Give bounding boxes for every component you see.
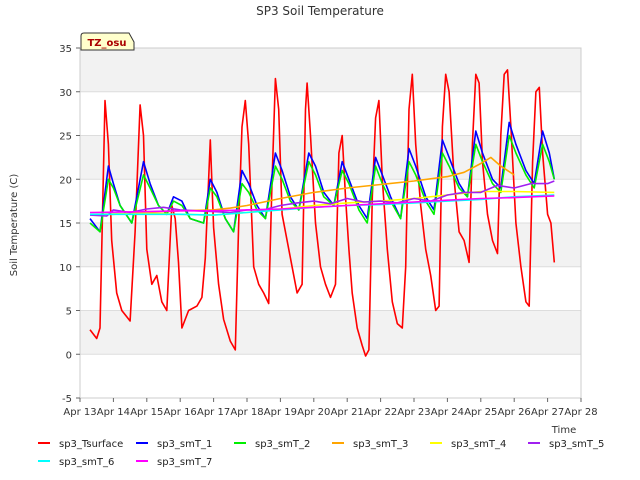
legend-item: sp3_smT_2 bbox=[234, 439, 310, 450]
x-tick-label: Apr 26 bbox=[498, 407, 531, 418]
x-tick-label: Apr 25 bbox=[464, 407, 497, 418]
legend-label: sp3_smT_3 bbox=[353, 439, 408, 450]
legend-label: sp3_smT_2 bbox=[255, 439, 310, 450]
x-tick-label: Apr 19 bbox=[264, 407, 297, 418]
y-tick-label: 15 bbox=[59, 219, 72, 230]
legend-item: sp3_smT_3 bbox=[332, 439, 408, 450]
series-line-sp3_smT_2 bbox=[89, 134, 556, 233]
y-tick-label: 30 bbox=[59, 88, 72, 99]
legend-item: sp3_smT_5 bbox=[528, 439, 604, 450]
x-tick-label: Apr 22 bbox=[364, 407, 397, 418]
legend-item: sp3_smT_1 bbox=[136, 439, 212, 450]
x-tick-label: Apr 16 bbox=[164, 407, 197, 418]
y-tick-label: -5 bbox=[62, 394, 72, 405]
x-tick-label: Apr 28 bbox=[564, 407, 597, 418]
y-tick-label: 0 bbox=[66, 350, 72, 361]
legend-label: sp3_smT_6 bbox=[59, 457, 114, 468]
y-axis-label: Soil Temperature (C) bbox=[9, 174, 20, 277]
x-tick-label: Apr 15 bbox=[130, 407, 163, 418]
y-tick-label: 25 bbox=[59, 132, 72, 143]
legend-item: sp3_smT_4 bbox=[430, 439, 506, 450]
x-tick-label: Apr 23 bbox=[397, 407, 430, 418]
legend-item: sp3_smT_6 bbox=[38, 457, 114, 468]
y-tick-label: 35 bbox=[59, 44, 72, 55]
x-tick-label: Apr 18 bbox=[230, 407, 263, 418]
background-band bbox=[80, 48, 581, 92]
x-axis: Apr 13 Apr 14 Apr 15 Apr 16 Apr 17 Apr 18 Apr … bbox=[63, 398, 598, 418]
chart-title: SP3 Soil Temperature bbox=[256, 4, 384, 18]
site-label-badge: TZ_osu bbox=[80, 32, 135, 51]
x-tick-label: Apr 20 bbox=[297, 407, 330, 418]
background-band bbox=[80, 223, 581, 267]
series-lines bbox=[89, 69, 556, 357]
y-tick-label: 10 bbox=[59, 263, 72, 274]
x-tick-label: Apr 27 bbox=[531, 407, 564, 418]
x-tick-label: Apr 14 bbox=[97, 407, 130, 418]
x-tick-label: Apr 13 bbox=[63, 407, 96, 418]
x-axis-label: Time bbox=[551, 425, 576, 436]
legend-label: sp3_smT_7 bbox=[157, 457, 212, 468]
background-band bbox=[80, 135, 581, 180]
background-band bbox=[80, 310, 581, 355]
legend-label: sp3_smT_5 bbox=[549, 439, 604, 450]
series-line-sp3_smT_5 bbox=[89, 180, 555, 217]
y-tick-label: 20 bbox=[59, 175, 72, 186]
legend-label: sp3_Tsurface bbox=[59, 439, 123, 450]
legend-item: sp3_Tsurface bbox=[38, 439, 123, 450]
legend-label: sp3_smT_1 bbox=[157, 439, 212, 450]
legend-label: sp3_smT_4 bbox=[451, 439, 506, 450]
legend: sp3_Tsurface sp3_smT_1 sp3_smT_2 sp3_smT_3 s… bbox=[38, 439, 604, 468]
x-tick-label: Apr 17 bbox=[197, 407, 230, 418]
series-line-sp3_smT_7 bbox=[89, 195, 555, 214]
x-tick-label: Apr 24 bbox=[431, 407, 464, 418]
x-tick-label: Apr 21 bbox=[331, 407, 364, 418]
site-label: TZ_osu bbox=[87, 38, 126, 49]
y-axis: -5 0 5 10 15 20 25 30 35 bbox=[59, 44, 80, 405]
legend-item: sp3_smT_7 bbox=[136, 457, 212, 468]
y-tick-label: 5 bbox=[66, 307, 72, 318]
